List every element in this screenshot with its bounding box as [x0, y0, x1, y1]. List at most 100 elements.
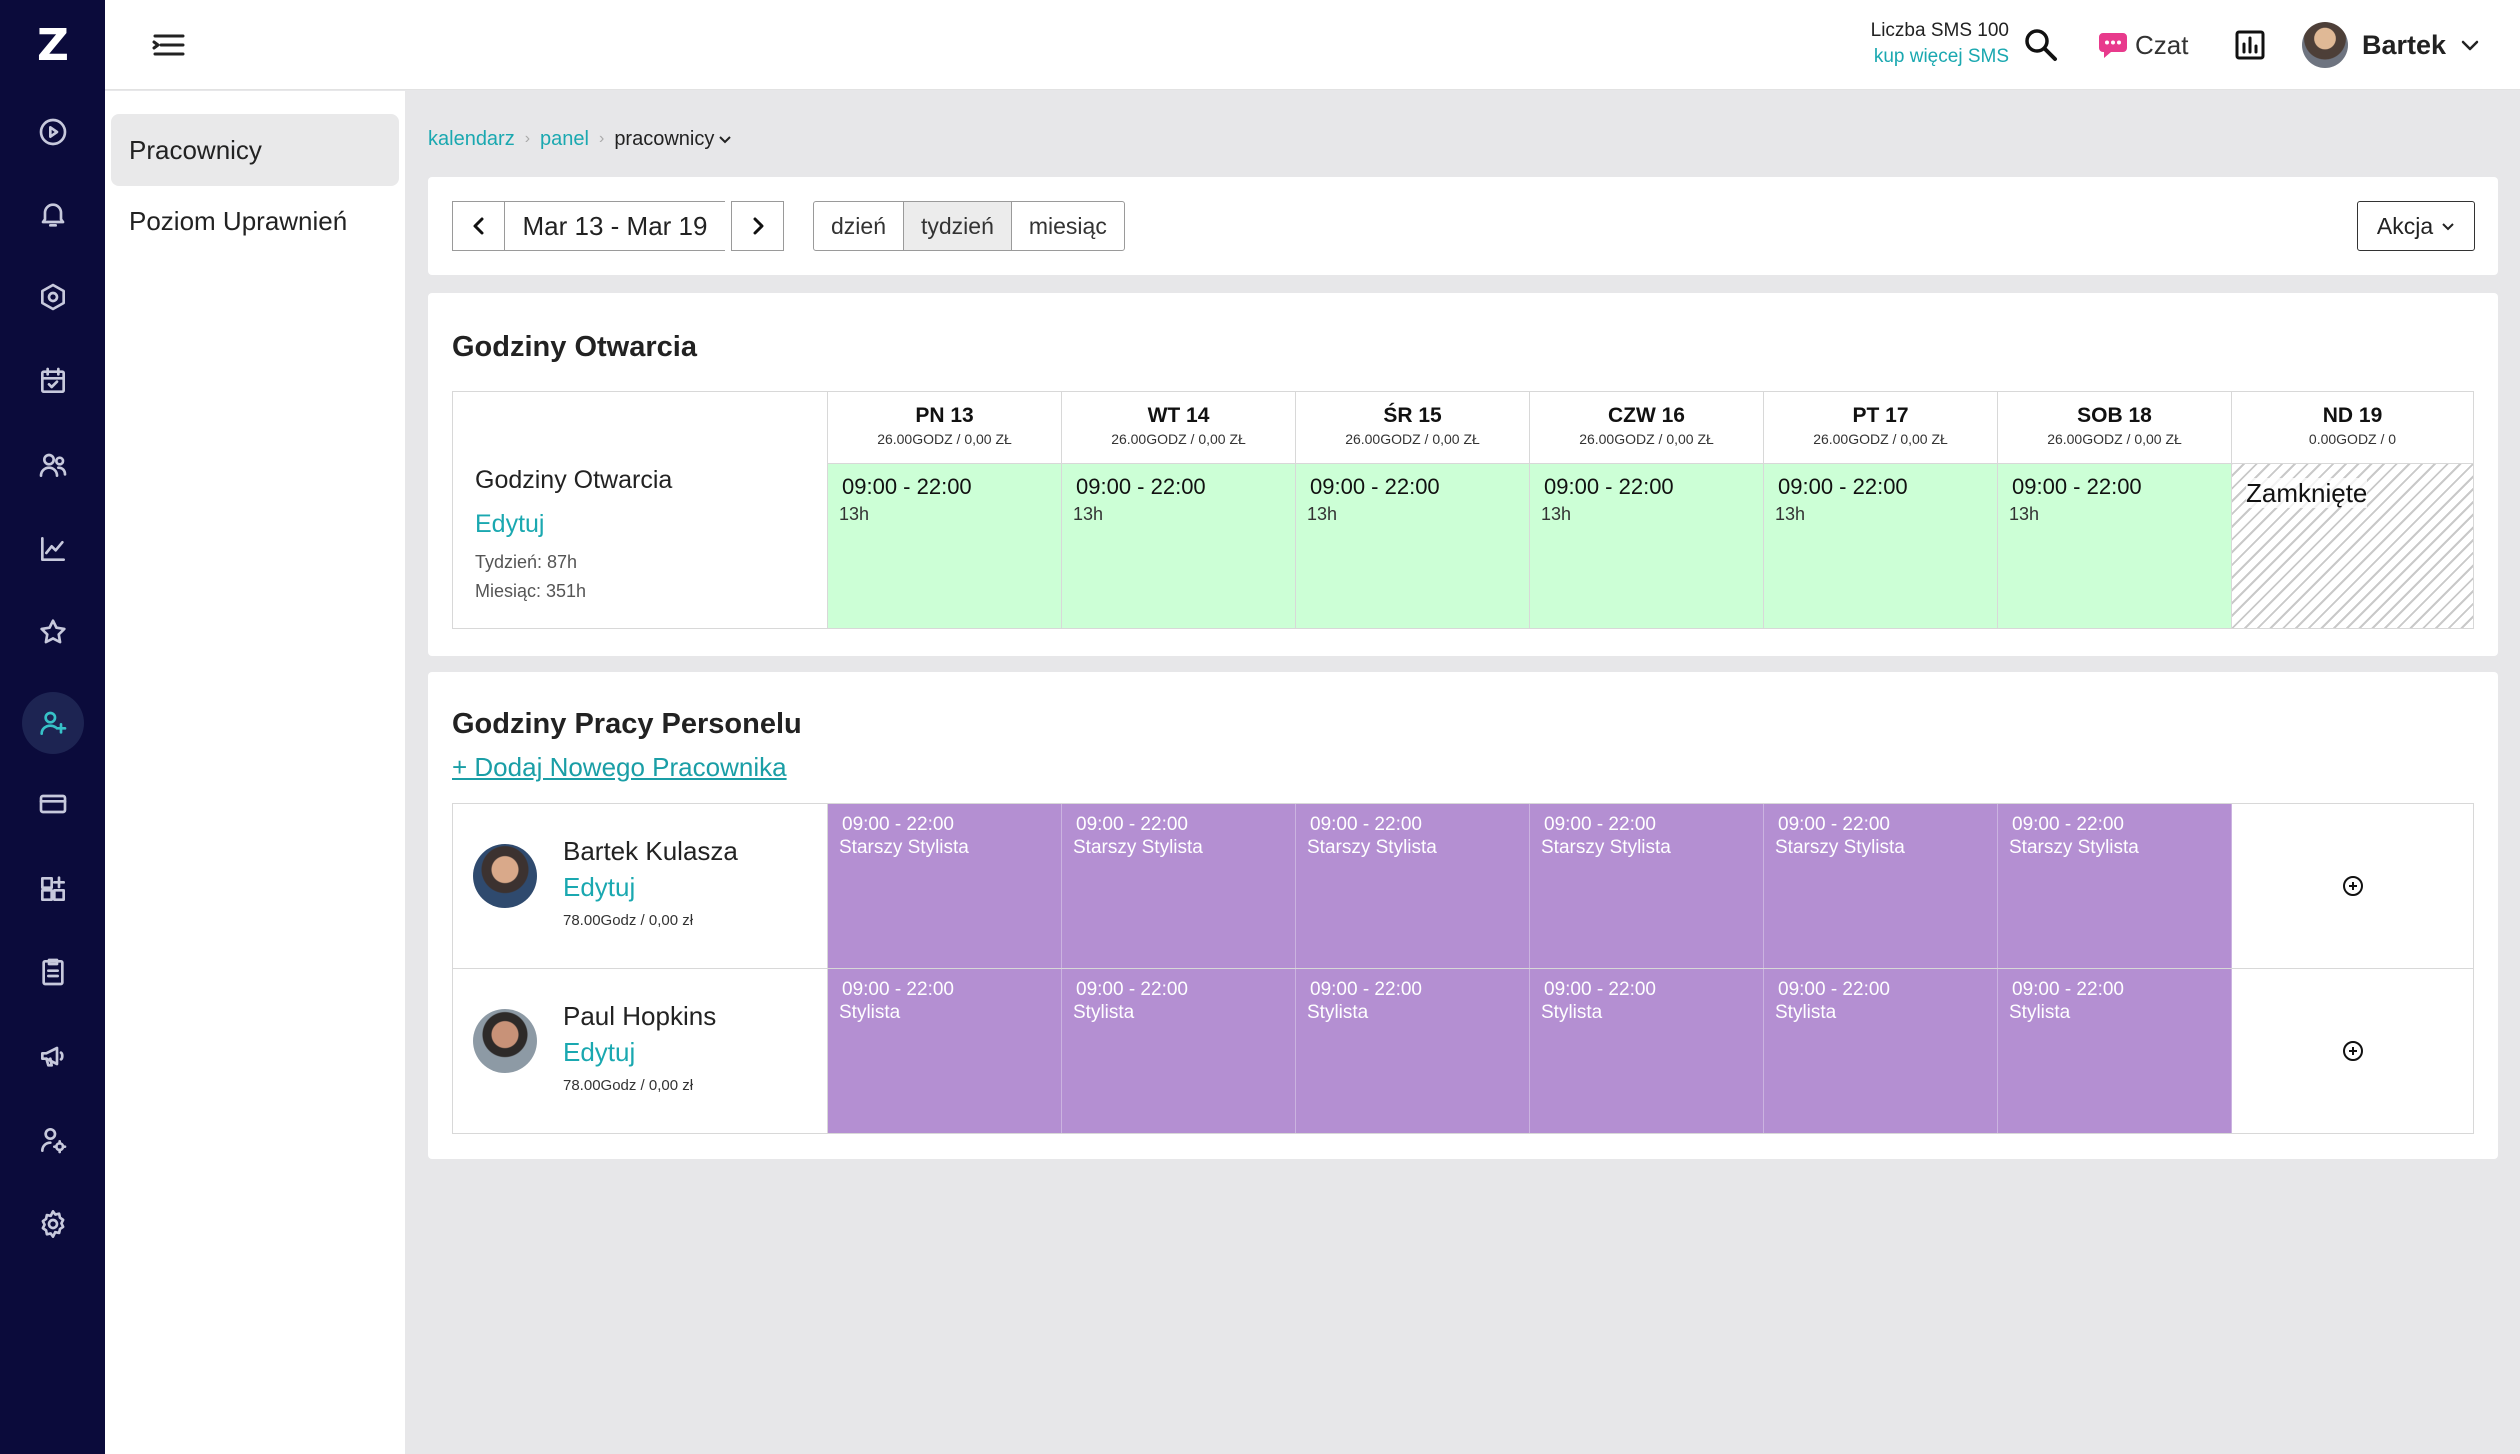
chevron-down-icon	[719, 136, 732, 144]
opening-duration: 13h	[1775, 504, 1806, 524]
opening-duration: 13h	[1307, 504, 1338, 524]
bell-icon[interactable]	[22, 183, 84, 245]
shift-cell[interactable]: 09:00 - 22:00 Starszy Stylista	[1296, 804, 1530, 968]
next-week-button[interactable]	[731, 201, 784, 251]
shift-cell[interactable]: 09:00 - 22:00 Starszy Stylista	[1062, 804, 1296, 968]
avatar	[2302, 22, 2348, 68]
buy-sms-link[interactable]: kup więcej SMS	[1873, 46, 2009, 67]
opening-hours-card: Godziny Otwarcia Godziny Otwarcia Edytuj…	[428, 293, 2498, 656]
chat-bubble-icon	[2099, 33, 2127, 58]
day-summary: 26.00GODZ / 0,00 ZŁ	[1579, 431, 1714, 447]
play-icon[interactable]	[22, 101, 84, 163]
shift-role: Stylista	[2009, 1002, 2071, 1023]
main-rail: Z	[0, 0, 105, 1454]
shift-cell[interactable]: 09:00 - 22:00 Starszy Stylista	[1764, 804, 1998, 968]
staff-info: Bartek Kulasza Edytuj 78.00Godz / 0,00 z…	[453, 804, 828, 968]
shift-cell[interactable]: 09:00 - 22:00 Stylista	[1764, 969, 1998, 1133]
prev-week-button[interactable]	[452, 201, 505, 251]
shift-time: 09:00 - 22:00	[2012, 979, 2124, 1000]
day-header: PT 17 26.00GODZ / 0,00 ZŁ	[1764, 392, 1998, 464]
week-total: Tydzień: 87h	[475, 552, 578, 572]
shift-time: 09:00 - 22:00	[842, 979, 954, 1000]
shift-time: 09:00 - 22:00	[1544, 814, 1656, 835]
opening-hours-cell[interactable]: 09:00 - 22:00 13h	[1764, 464, 1998, 628]
view-week-button[interactable]: tydzień	[903, 202, 1012, 250]
hexagon-icon[interactable]	[22, 266, 84, 328]
search-icon[interactable]	[2022, 26, 2060, 64]
chat-button[interactable]: Czat	[2097, 24, 2188, 66]
subnav-item-permissions[interactable]: Poziom Uprawnień	[129, 205, 348, 236]
shift-cell[interactable]: 09:00 - 22:00 Stylista	[828, 969, 1062, 1133]
plus-circle-icon	[2342, 1041, 2363, 1061]
shift-time: 09:00 - 22:00	[1544, 979, 1656, 1000]
closed-label: Zamknięte	[2246, 478, 2368, 508]
shift-role: Stylista	[839, 1002, 901, 1023]
staff-name: Bartek Kulasza	[563, 836, 738, 866]
statistics-icon[interactable]	[2231, 26, 2269, 64]
day-summary: 26.00GODZ / 0,00 ZŁ	[877, 431, 1012, 447]
settings-icon[interactable]	[22, 1193, 84, 1255]
add-shift-button[interactable]	[2232, 969, 2473, 1133]
user-name: Bartek	[2362, 29, 2447, 60]
shift-time: 09:00 - 22:00	[1778, 979, 1890, 1000]
staff-hours-grid: Bartek Kulasza Edytuj 78.00Godz / 0,00 z…	[452, 803, 2474, 1134]
opening-duration: 13h	[1073, 504, 1104, 524]
sms-counter: Liczba SMS 100 kup więcej SMS	[1869, 18, 2009, 70]
megaphone-icon[interactable]	[22, 1025, 84, 1087]
opening-hours-cell[interactable]: 09:00 - 22:00 13h	[1296, 464, 1530, 628]
closed-day-cell[interactable]: Zamknięte	[2232, 464, 2473, 628]
edit-opening-hours-link[interactable]: Edytuj	[475, 510, 545, 538]
clipboard-icon[interactable]	[22, 941, 84, 1003]
chart-line-icon[interactable]	[22, 518, 84, 580]
shift-cell[interactable]: 09:00 - 22:00 Stylista	[1296, 969, 1530, 1133]
calendar-check-icon[interactable]	[22, 350, 84, 412]
add-employee-link[interactable]: + Dodaj Nowego Pracownika	[452, 752, 787, 782]
menu-toggle-icon[interactable]	[151, 28, 187, 62]
day-header: PN 13 26.00GODZ / 0,00 ZŁ	[828, 392, 1062, 464]
opening-duration: 13h	[1541, 504, 1572, 524]
users-icon[interactable]	[22, 434, 84, 496]
shift-cell[interactable]: 09:00 - 22:00 Starszy Stylista	[1998, 804, 2232, 968]
user-add-icon[interactable]	[22, 692, 84, 754]
opening-hours-cell[interactable]: 09:00 - 22:00 13h	[1530, 464, 1764, 628]
view-month-button[interactable]: miesiąc	[1028, 212, 1107, 239]
view-day-button[interactable]: dzień	[814, 202, 904, 250]
shift-cell[interactable]: 09:00 - 22:00 Stylista	[1530, 969, 1764, 1133]
action-label: Akcja	[2376, 212, 2434, 239]
chevron-down-icon	[2442, 223, 2454, 231]
grid-plus-icon[interactable]	[22, 858, 84, 920]
shift-cell[interactable]: 09:00 - 22:00 Stylista	[1062, 969, 1296, 1133]
shift-time: 09:00 - 22:00	[1076, 979, 1188, 1000]
date-range-label[interactable]: Mar 13 - Mar 19	[505, 201, 725, 251]
staff-hours-summary: 78.00Godz / 0,00 zł	[563, 912, 694, 929]
star-icon[interactable]	[22, 601, 84, 663]
breadcrumb-current[interactable]: pracownicy	[614, 128, 732, 151]
user-gear-icon[interactable]	[22, 1109, 84, 1171]
shift-cell[interactable]: 09:00 - 22:00 Starszy Stylista	[828, 804, 1062, 968]
action-dropdown[interactable]: Akcja	[2357, 201, 2475, 251]
day-header: ND 19 0.00GODZ / 0	[2232, 392, 2473, 464]
opening-time: 09:00 - 22:00	[1544, 474, 1674, 499]
staff-hours-card: Godziny Pracy Personelu + Dodaj Nowego P…	[428, 672, 2498, 1159]
chevron-down-icon	[2461, 40, 2479, 51]
opening-hours-cell[interactable]: 09:00 - 22:00 13h	[1998, 464, 2232, 628]
day-header: CZW 16 26.00GODZ / 0,00 ZŁ	[1530, 392, 1764, 464]
day-name: ND 19	[2322, 404, 2383, 427]
shift-cell[interactable]: 09:00 - 22:00 Stylista	[1998, 969, 2232, 1133]
subnav-item-pracownicy[interactable]: Pracownicy	[111, 114, 399, 186]
breadcrumb-calendar[interactable]: kalendarz	[428, 127, 515, 150]
add-shift-button[interactable]	[2232, 804, 2473, 968]
edit-staff-link[interactable]: Edytuj	[563, 1037, 636, 1067]
opening-hours-row-title: Godziny Otwarcia	[475, 466, 673, 494]
avatar	[473, 844, 537, 908]
shift-role: Starszy Stylista	[1541, 837, 1671, 858]
user-menu[interactable]: Bartek	[2302, 20, 2480, 70]
edit-staff-link[interactable]: Edytuj	[563, 872, 636, 902]
app-logo[interactable]: Z	[37, 20, 69, 71]
opening-hours-cell[interactable]: 09:00 - 22:00 13h	[1062, 464, 1296, 628]
credit-card-icon[interactable]	[22, 773, 84, 835]
shift-cell[interactable]: 09:00 - 22:00 Starszy Stylista	[1530, 804, 1764, 968]
breadcrumb-panel[interactable]: panel	[540, 127, 589, 150]
opening-hours-cell[interactable]: 09:00 - 22:00 13h	[828, 464, 1062, 628]
breadcrumb-current-label: pracownicy	[614, 127, 715, 150]
